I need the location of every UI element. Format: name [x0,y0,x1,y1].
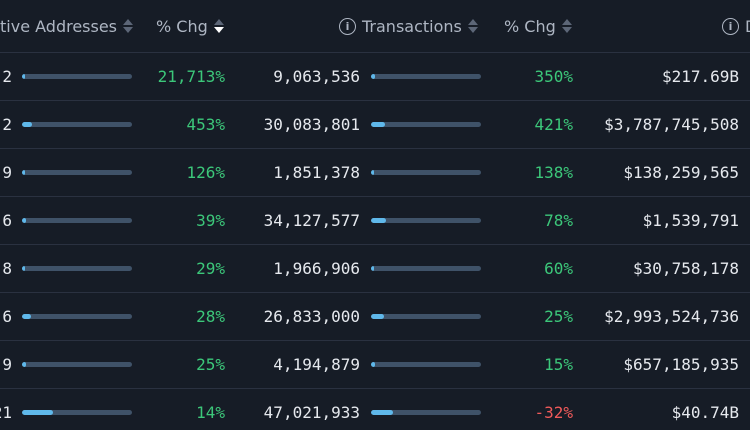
transactions-bar [371,314,481,319]
sort-icon [561,19,572,33]
table-row[interactable]: 9 126% 1,851,378 138% $138,259,565 [0,148,750,197]
active-addresses-change: 28% [196,306,225,326]
header-transactions[interactable]: i Transactions [339,0,478,52]
value-cell: $40.74B [671,402,739,422]
active-addresses-tail: 9 [2,162,12,182]
value-cell: $30,758,178 [633,258,739,278]
info-icon[interactable]: i [722,17,739,35]
header-d-label: D [745,17,750,36]
table-row[interactable]: 9 25% 4,194,879 15% $657,185,935 [0,340,750,389]
active-addresses-bar [22,218,132,223]
transactions-bar [371,122,481,127]
transactions-bar [371,218,481,223]
active-addresses-bar [22,266,132,271]
transactions-bar-fill [371,266,374,271]
table-row[interactable]: 8 29% 1,966,906 60% $30,758,178 [0,244,750,293]
transactions-bar [371,362,481,367]
sort-icon [123,19,134,33]
active-addresses-bar-fill [22,410,53,415]
active-addresses-tail: 9 [2,354,12,374]
active-addresses-bar-fill [22,170,25,175]
sort-desc-icon [213,19,224,33]
active-addresses-bar [22,74,132,79]
transactions-value: 4,194,879 [273,354,360,374]
table-row[interactable]: 2 21,713% 9,063,536 350% $217.69B [0,52,750,101]
header-chg-addresses[interactable]: % Chg [156,0,224,52]
transactions-change: 15% [544,354,573,374]
active-addresses-bar-fill [22,362,27,367]
transactions-bar-fill [371,314,385,319]
value-cell: $2,993,524,736 [604,306,739,326]
active-addresses-bar-fill [22,218,27,223]
transactions-bar-fill [371,410,393,415]
transactions-bar [371,410,481,415]
header-chg-transactions[interactable]: % Chg [504,0,572,52]
table-row[interactable]: 2 453% 30,083,801 421% $3,787,745,508 [0,100,750,149]
value-cell: $1,539,791 [642,210,739,230]
transactions-change: 421% [534,114,573,134]
transactions-change: 78% [544,210,573,230]
table-row[interactable]: 6 39% 34,127,577 78% $1,539,791 [0,196,750,245]
active-addresses-bar-fill [22,74,25,79]
table-row[interactable]: 6 28% 26,833,000 25% $2,993,524,736 [0,292,750,341]
transactions-bar-fill [371,218,387,223]
header-active-addresses-label: tive Addresses [0,16,118,36]
active-addresses-tail: 8 [2,258,12,278]
active-addresses-bar-fill [22,122,32,127]
table-header: tive Addresses % Chg i Transactions % Ch… [0,0,750,53]
active-addresses-bar-fill [22,266,25,271]
active-addresses-bar [22,314,132,319]
active-addresses-change: 25% [196,354,225,374]
transactions-change: -32% [534,402,573,422]
active-addresses-tail: 6 [2,306,12,326]
transactions-change: 350% [534,66,573,86]
active-addresses-change: 21,713% [157,66,225,86]
transactions-bar [371,266,481,271]
transactions-value: 1,966,906 [273,258,360,278]
active-addresses-tail: 2 [2,114,12,134]
transactions-bar-fill [371,170,374,175]
transactions-bar [371,74,481,79]
value-cell: $3,787,745,508 [604,114,739,134]
transactions-value: 26,833,000 [263,306,360,326]
transactions-value: 1,851,378 [273,162,360,182]
active-addresses-change: 453% [186,114,225,134]
active-addresses-bar [22,122,132,127]
info-icon[interactable]: i [339,17,356,35]
header-active-addresses[interactable]: tive Addresses [0,0,134,52]
active-addresses-tail: 21 [0,402,12,422]
transactions-value: 47,021,933 [263,402,360,422]
transactions-change: 138% [534,162,573,182]
header-transactions-label: Transactions [362,16,462,36]
value-cell: $657,185,935 [623,354,739,374]
active-addresses-change: 29% [196,258,225,278]
active-addresses-bar [22,170,132,175]
active-addresses-bar-fill [22,314,31,319]
transactions-value: 30,083,801 [263,114,360,134]
active-addresses-change: 39% [196,210,225,230]
header-chg-addresses-label: % Chg [156,16,208,36]
header-d[interactable]: i D [722,0,750,52]
header-chg-transactions-label: % Chg [504,16,556,36]
transactions-bar [371,170,481,175]
table-row[interactable]: 21 14% 47,021,933 -32% $40.74B [0,388,750,430]
active-addresses-change: 126% [186,162,225,182]
active-addresses-tail: 6 [2,210,12,230]
active-addresses-bar [22,410,132,415]
active-addresses-change: 14% [196,402,225,422]
transactions-bar-fill [371,122,386,127]
active-addresses-bar [22,362,132,367]
transactions-value: 9,063,536 [273,66,360,86]
transactions-value: 34,127,577 [263,210,360,230]
transactions-bar-fill [371,74,376,79]
transactions-change: 25% [544,306,573,326]
transactions-bar-fill [371,362,376,367]
value-cell: $217.69B [661,66,739,86]
sort-icon [467,19,478,33]
active-addresses-tail: 2 [2,66,12,86]
value-cell: $138,259,565 [623,162,739,182]
transactions-change: 60% [544,258,573,278]
